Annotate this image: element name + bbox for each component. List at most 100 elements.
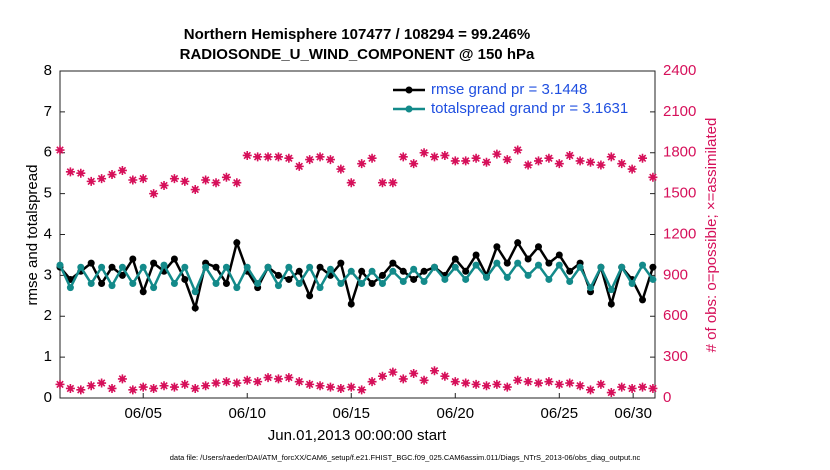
- obs-marker-ring: [275, 376, 281, 382]
- obs-marker-ring: [640, 384, 646, 390]
- obs-marker-ring: [244, 377, 250, 383]
- marker: [316, 263, 324, 271]
- marker: [420, 278, 428, 286]
- obs-marker-ring: [650, 385, 656, 391]
- y2-axis-label: # of obs: o=possible; ×=assimilated: [703, 118, 720, 353]
- obs-marker-ring: [182, 381, 188, 387]
- obs-marker-ring: [629, 385, 635, 391]
- marker: [295, 267, 303, 275]
- obs-marker-ring: [203, 177, 209, 183]
- obs-marker-ring: [151, 191, 157, 197]
- obs-marker-ring: [504, 157, 510, 163]
- marker: [56, 261, 64, 269]
- obs-marker-ring: [494, 151, 500, 157]
- marker: [118, 271, 126, 279]
- y2-tick-label: 600: [663, 307, 688, 324]
- obs-marker-ring: [109, 172, 115, 178]
- marker: [493, 259, 501, 267]
- marker: [129, 255, 137, 263]
- legend-label: rmse grand pr = 3.1448: [431, 81, 587, 98]
- obs-marker-ring: [577, 383, 583, 389]
- marker: [649, 275, 657, 283]
- y2-tick-label: 2400: [663, 62, 696, 79]
- marker: [212, 263, 220, 271]
- marker: [566, 267, 574, 275]
- marker: [628, 280, 636, 288]
- marker: [202, 263, 210, 271]
- marker: [150, 284, 158, 292]
- marker: [170, 255, 178, 263]
- marker: [534, 243, 542, 251]
- obs-marker-ring: [265, 154, 271, 160]
- obs-marker-ring: [57, 381, 63, 387]
- marker: [98, 280, 106, 288]
- marker: [618, 263, 626, 271]
- y2-tick-label: 1800: [663, 144, 696, 161]
- marker: [555, 261, 563, 269]
- marker: [274, 271, 282, 279]
- obs-marker-ring: [390, 369, 396, 375]
- y2-tick-label: 2100: [663, 103, 696, 120]
- obs-marker-ring: [525, 379, 531, 385]
- obs-marker-ring: [151, 385, 157, 391]
- obs-marker-ring: [598, 381, 604, 387]
- obs-marker-ring: [442, 373, 448, 379]
- obs-marker-ring: [171, 176, 177, 182]
- marker: [462, 267, 470, 275]
- obs-marker-ring: [431, 368, 437, 374]
- y-axis-label: rmse and totalspread: [24, 165, 41, 306]
- legend-label: totalspread grand pr = 3.1631: [431, 100, 628, 117]
- obs-marker-ring: [109, 385, 115, 391]
- marker: [285, 263, 293, 271]
- marker: [441, 275, 449, 283]
- obs-marker-ring: [88, 383, 94, 389]
- marker: [430, 263, 438, 271]
- obs-marker-ring: [556, 381, 562, 387]
- marker: [555, 251, 563, 259]
- obs-marker-ring: [161, 383, 167, 389]
- marker: [264, 263, 272, 271]
- obs-marker-ring: [463, 380, 469, 386]
- obs-marker-ring: [400, 376, 406, 382]
- marker: [566, 278, 574, 286]
- marker: [233, 284, 241, 292]
- obs-marker-ring: [546, 379, 552, 385]
- x-tick-label: 06/10: [228, 405, 266, 422]
- marker: [607, 300, 615, 308]
- obs-marker-ring: [421, 150, 427, 156]
- y2-tick-label: 1200: [663, 225, 696, 242]
- obs-marker-ring: [483, 159, 489, 165]
- y-tick-label: 0: [44, 389, 52, 406]
- marker: [87, 259, 95, 267]
- marker: [98, 263, 106, 271]
- marker: [524, 255, 532, 263]
- obs-marker-ring: [473, 155, 479, 161]
- obs-marker-ring: [359, 387, 365, 393]
- obs-marker-ring: [338, 166, 344, 172]
- y-tick-label: 7: [44, 103, 52, 120]
- obs-marker-ring: [327, 384, 333, 390]
- obs-marker-ring: [234, 180, 240, 186]
- obs-marker-ring: [483, 383, 489, 389]
- marker: [587, 284, 595, 292]
- y-tick-label: 4: [44, 225, 52, 242]
- x-tick-label: 06/05: [124, 405, 162, 422]
- line: [58, 260, 654, 295]
- marker: [77, 263, 85, 271]
- obs-marker-ring: [223, 174, 229, 180]
- marker: [451, 263, 459, 271]
- legend-marker: [405, 105, 413, 113]
- marker: [347, 300, 355, 308]
- obs-marker-ring: [359, 161, 365, 167]
- marker: [254, 280, 262, 288]
- y-tick-label: 3: [44, 266, 52, 283]
- y-tick-label: 8: [44, 62, 52, 79]
- marker: [66, 284, 74, 292]
- marker: [337, 259, 345, 267]
- marker: [524, 271, 532, 279]
- obs-marker-ring: [275, 154, 281, 160]
- obs-marker-ring: [213, 380, 219, 386]
- x-tick-label: 06/30: [614, 405, 652, 422]
- y2-tick-label: 900: [663, 266, 688, 283]
